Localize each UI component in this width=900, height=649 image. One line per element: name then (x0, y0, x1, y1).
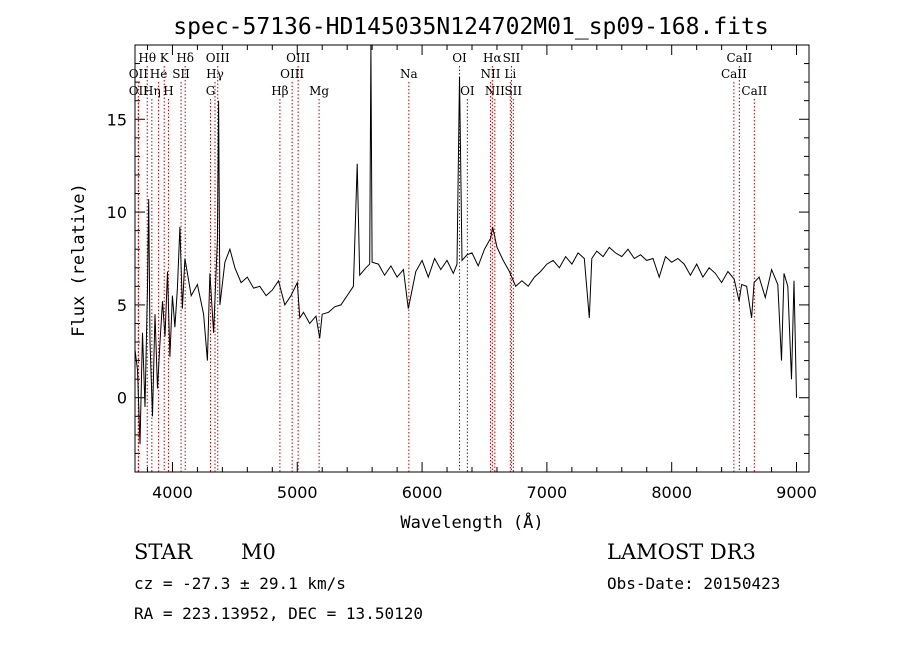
spectral-line-label: CaII (741, 84, 767, 98)
redshift-velocity: cz = -27.3 ± 29.1 km/s (134, 574, 346, 593)
coordinates: RA = 223.13952, DEC = 13.50120 (134, 604, 423, 623)
spectral-line-label: Na (400, 67, 418, 81)
spectral-line-label: He (150, 67, 168, 81)
y-tick-label: 10 (107, 203, 127, 222)
spectral-line-label: OIII (206, 51, 230, 65)
spectral-line-label: OII (129, 67, 149, 81)
x-tick-label: 4000 (152, 483, 193, 502)
spectral-line-labels: OII OII Hθ Hη He K H SII Hδ G Hγ OIII Hβ OIII OIII Mg Na… (129, 51, 768, 98)
axis-ticks (135, 44, 809, 473)
chart-title: spec-57136-HD145035N124702M01_sp09-168.f… (173, 14, 768, 40)
spectral-line-label: CaII (726, 51, 752, 65)
y-axis-label: Flux (relative) (69, 183, 89, 337)
spectral-line-label: K (160, 51, 170, 65)
spectral-line-markers (137, 66, 755, 472)
spectrum-line (134, 44, 797, 445)
survey-name: LAMOST DR3 (607, 540, 756, 564)
object-class: STAR (134, 540, 193, 564)
spectral-line-label: SII (504, 84, 522, 98)
x-tick-label: 8000 (651, 483, 692, 502)
x-tick-label: 7000 (527, 483, 568, 502)
x-tick-label: 6000 (402, 483, 443, 502)
y-tick-label: 15 (107, 110, 127, 129)
observation-date: Obs-Date: 20150423 (607, 574, 780, 593)
x-axis-label: Wavelength (Å) (400, 511, 543, 533)
spectral-line-label: SII (503, 51, 521, 65)
spectral-line-label: G (206, 84, 216, 98)
spectral-line-label: Mg (309, 84, 329, 98)
spectral-line-label: Hδ (176, 51, 194, 65)
spectral-line-label: CaII (721, 67, 747, 81)
spectral-line-label: SII (172, 67, 190, 81)
spectral-line-label: NII (485, 84, 505, 98)
spectral-line-label: NII (480, 67, 500, 81)
plot-frame (134, 44, 810, 473)
x-tick-label: 5000 (277, 483, 318, 502)
spectral-line-label: OI (460, 84, 475, 98)
x-tick-label: 9000 (776, 483, 817, 502)
spectral-line-label: OI (452, 51, 467, 65)
y-tick-label: 0 (117, 389, 127, 408)
spectral-line-label: OII (129, 84, 149, 98)
spectral-line-label: Hβ (271, 84, 288, 98)
y-tick-label: 5 (117, 296, 127, 315)
spectral-line-label: Hα (483, 51, 502, 65)
spectral-line-label: Hγ (206, 67, 224, 81)
spectral-line-label: Hθ (138, 51, 156, 65)
spectral-line-label: H (163, 84, 173, 98)
spectral-line-label: Li (504, 67, 516, 81)
spectral-line-label: OIII (280, 67, 304, 81)
object-subclass: M0 (241, 540, 276, 564)
spectral-line-label: Hη (143, 84, 161, 98)
axis-tick-labels: 4000 5000 6000 7000 8000 9000 0 5 10 15 (107, 110, 817, 502)
spectral-line-label: OIII (286, 51, 310, 65)
